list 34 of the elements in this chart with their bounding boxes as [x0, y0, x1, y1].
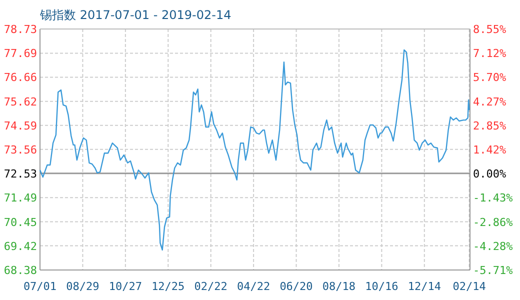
x-tick-label: 12/25: [152, 280, 185, 293]
y2-tick-label: 8.55%: [473, 23, 506, 36]
x-tick-label: 04/22: [236, 280, 270, 293]
y2-tick-label: 4.27%: [473, 95, 506, 108]
x-tick-label: 06/20: [280, 280, 313, 293]
x-tick-label: 02/14: [452, 280, 486, 293]
y-tick-label: 77.69: [4, 47, 37, 60]
x-tick-label: 02/22: [194, 280, 228, 293]
x-tick-label: 10/16: [365, 280, 398, 293]
y2-tick-label: 1.42%: [473, 144, 506, 156]
y2-tick-label: -5.71%: [473, 264, 514, 277]
x-tick-label: 10/27: [108, 280, 142, 293]
y2-tick-label: 5.70%: [473, 71, 506, 84]
y-tick-label: 70.45: [4, 216, 37, 229]
y2-tick-label: 0.00%: [473, 168, 506, 180]
y-tick-label: 78.73: [4, 23, 37, 36]
x-tick-label: 08/18: [322, 280, 356, 293]
y-tick-label: 72.53: [4, 167, 37, 180]
y-tick-label: 76.66: [4, 71, 37, 84]
x-tick-label: 12/14: [408, 280, 442, 293]
y2-tick-label: 2.85%: [473, 119, 506, 132]
y-tick-label: 69.42: [4, 240, 37, 253]
y-tick-label: 71.49: [4, 192, 37, 205]
y2-tick-label: 7.12%: [473, 47, 506, 60]
x-tick-label: 07/01: [23, 280, 57, 293]
y2-tick-label: -4.28%: [473, 240, 514, 253]
y-tick-label: 74.59: [4, 119, 37, 132]
y2-tick-label: -1.43%: [473, 192, 514, 205]
y-tick-label: 73.56: [4, 143, 37, 156]
y-tick-label: 75.62: [4, 95, 37, 108]
y2-tick-label: -2.86%: [473, 216, 514, 229]
y-tick-label: 68.38: [4, 264, 37, 277]
x-tick-label: 08/29: [66, 280, 100, 293]
chart-title: 锡指数 2017-07-01 - 2019-02-14: [39, 8, 232, 22]
